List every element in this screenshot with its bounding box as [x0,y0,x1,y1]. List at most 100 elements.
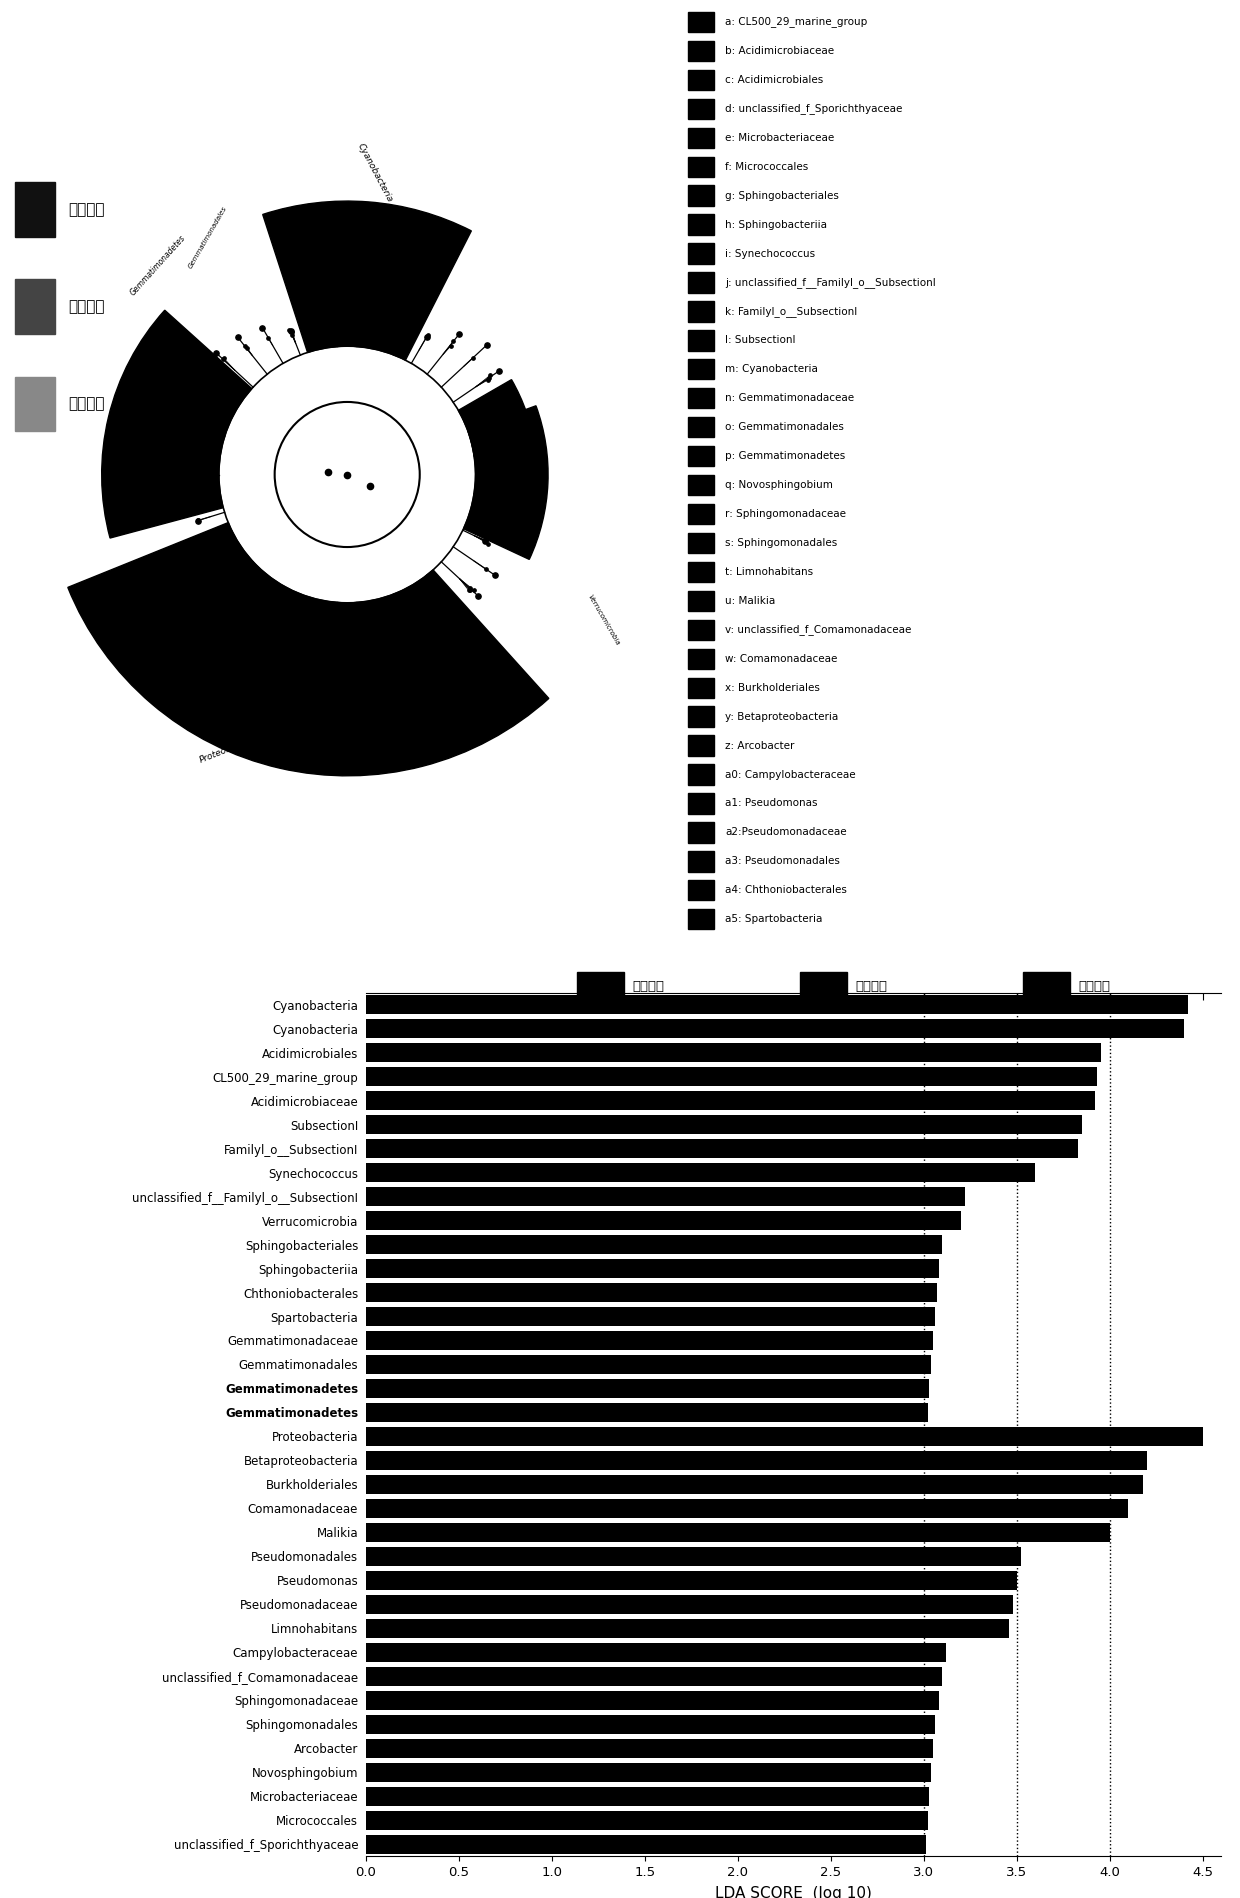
Wedge shape [102,309,252,537]
Text: Gemmatimonadales: Gemmatimonadales [187,205,228,270]
Text: a3: Pseudomonadales: a3: Pseudomonadales [725,856,839,865]
Bar [366,1091,1095,1110]
Bar [688,302,714,321]
Bar [688,881,714,900]
Wedge shape [459,380,536,457]
Bar [688,186,714,205]
Bar [366,1163,1035,1182]
Bar [688,271,714,292]
Bar [688,40,714,61]
Text: 上游断面: 上游断面 [68,397,104,412]
Bar [366,1378,930,1399]
Text: Cyanobacteria: Cyanobacteria [356,142,394,205]
Text: e: Microbacteriaceae: e: Microbacteriaceae [725,133,835,142]
Bar [688,11,714,32]
Bar [366,1450,1147,1471]
Bar [366,1499,1128,1518]
Text: o: Gemmatimonadales: o: Gemmatimonadales [725,421,843,433]
Bar [366,1666,942,1685]
Bar [688,793,714,814]
Text: q: Novosphingobium: q: Novosphingobium [725,480,833,490]
Text: a0: Campylobacteraceae: a0: Campylobacteraceae [725,769,856,780]
Bar [688,562,714,583]
Bar [688,619,714,640]
Bar [688,706,714,727]
Bar [366,1739,932,1758]
Bar [366,1330,932,1349]
Bar [688,127,714,148]
Text: a2:Pseudomonadaceae: a2:Pseudomonadaceae [725,828,847,837]
Bar [366,1547,1021,1566]
Text: k: Familyl_o__SubsectionI: k: Familyl_o__SubsectionI [725,306,857,317]
Bar [366,1835,925,1854]
Bar [688,243,714,264]
Bar [366,1427,1203,1446]
Text: 库内断面: 库内断面 [68,201,104,216]
Text: i: Synechococcus: i: Synechococcus [725,249,815,258]
Bar [688,822,714,843]
Text: a: CL500_29_marine_group: a: CL500_29_marine_group [725,17,867,27]
Text: t: Limnohabitans: t: Limnohabitans [725,568,813,577]
Bar [688,70,714,89]
Text: l: SubsectionI: l: SubsectionI [725,336,795,345]
Bar [688,909,714,930]
Text: a4: Chthoniobacterales: a4: Chthoniobacterales [725,884,847,896]
Bar [366,1139,1078,1158]
Bar [366,1044,1101,1063]
Bar [688,387,714,408]
Text: 库内断面: 库内断面 [1079,981,1111,993]
Bar [366,1691,939,1710]
Text: s: Sphingomonadales: s: Sphingomonadales [725,537,837,549]
FancyBboxPatch shape [15,376,55,431]
Text: w: Comamonadaceae: w: Comamonadaceae [725,653,837,664]
Text: m: Cyanobacteria: m: Cyanobacteria [725,364,817,374]
Text: Proteobacteria: Proteobacteria [197,731,263,765]
Bar [688,330,714,351]
Bar [366,1067,1096,1086]
Text: h: Sphingobacteriia: h: Sphingobacteriia [725,220,827,230]
Bar [688,735,714,755]
Bar [688,446,714,467]
Text: y: Betaproteobacteria: y: Betaproteobacteria [725,712,838,721]
Bar [366,995,1188,1014]
Bar [688,850,714,871]
Bar [366,1619,1009,1638]
Text: f: Micrococcales: f: Micrococcales [725,161,808,171]
Bar [688,474,714,495]
Bar [688,678,714,698]
Bar [366,1236,942,1255]
Bar [688,765,714,784]
Text: g: Sphingobacteriales: g: Sphingobacteriales [725,190,838,201]
Bar [688,503,714,524]
Text: 河道断面: 河道断面 [68,300,104,315]
Text: x: Burkholderiales: x: Burkholderiales [725,683,820,693]
Text: b: Acidimicrobiaceae: b: Acidimicrobiaceae [725,46,835,55]
Bar [366,1211,961,1230]
Bar [366,1186,965,1205]
Text: p: Gemmatimonadetes: p: Gemmatimonadetes [725,452,846,461]
FancyBboxPatch shape [15,182,55,237]
Text: 河道断面: 河道断面 [856,981,888,993]
Wedge shape [263,201,471,361]
X-axis label: LDA SCORE  (log 10): LDA SCORE (log 10) [715,1887,872,1898]
Bar [688,359,714,380]
Bar [366,1114,1081,1135]
Bar [366,1714,935,1735]
Bar [366,1019,1184,1038]
Text: z: Arcobacter: z: Arcobacter [725,740,795,750]
Bar [366,1258,939,1277]
FancyBboxPatch shape [15,279,55,334]
Bar [366,1522,1110,1541]
Wedge shape [68,522,549,776]
Bar [688,649,714,668]
Text: a1: Pseudomonas: a1: Pseudomonas [725,799,817,809]
Bar [366,1786,930,1805]
Text: j: unclassified_f__Familyl_o__SubsectionI: j: unclassified_f__Familyl_o__Subsection… [725,277,936,288]
Bar [366,1594,1013,1613]
Bar [366,1572,1017,1591]
Text: a5: Spartobacteria: a5: Spartobacteria [725,915,822,924]
Bar [366,1283,937,1302]
Text: d: unclassified_f_Sporichthyaceae: d: unclassified_f_Sporichthyaceae [725,102,903,114]
Bar [366,1811,928,1830]
Bar [366,1763,931,1782]
